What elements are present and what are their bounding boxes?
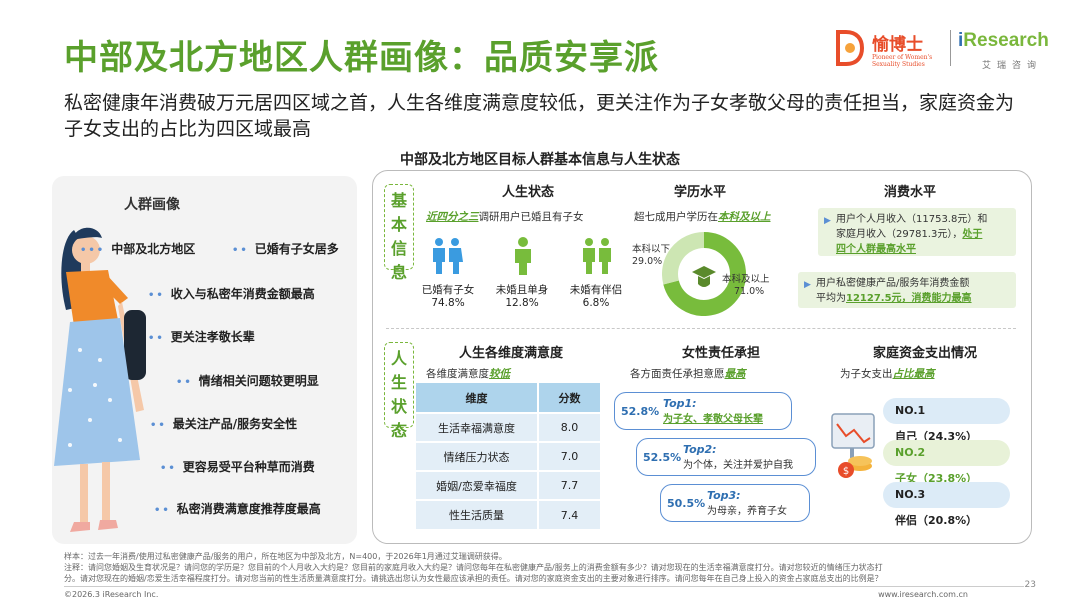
trait-5: •• 私密消费满意度推荐度最高 xyxy=(154,502,321,516)
dimension-cell: 性生活质量 xyxy=(416,499,538,529)
education-heading: 学历水平 xyxy=(673,185,726,200)
education-desc: 超七成用户学历在本科及以上 xyxy=(634,211,771,223)
footer-divider xyxy=(64,586,1024,587)
tag-married: •• 已婚有子女居多 xyxy=(232,242,339,256)
trait-4: •• 更容易受平台种草而消费 xyxy=(160,460,315,474)
section-divider xyxy=(386,328,1016,329)
trait-1: •• 更关注孝敬长辈 xyxy=(148,330,255,344)
responsibility-desc: 各方面责任承担意愿最高 xyxy=(630,368,746,380)
couple-icon xyxy=(583,238,611,274)
section-title: 中部及北方地区目标人群基本信息与人生状态 xyxy=(400,152,680,168)
page-title: 中部及北方地区人群画像：品质安享派 xyxy=(64,38,659,78)
table-row: 性生活质量 7.4 xyxy=(416,499,600,529)
yuboshi-tagline: Pioneer of Women's Sexuality Studies xyxy=(872,54,933,68)
satisfaction-table: 维度 分数 生活幸福满意度 8.0 情绪压力状态 7.0 婚姻/恋爱幸福度 7.7 性… xyxy=(416,383,600,529)
portrait-title: 人群画像 xyxy=(124,197,180,213)
table-header-row: 维度 分数 xyxy=(416,383,600,413)
family-icon xyxy=(433,238,463,274)
triangle-icon: ▶ xyxy=(824,216,831,226)
stat-married-kids: 已婚有子女 74.8% xyxy=(421,284,475,309)
dots-icon: •• xyxy=(232,245,249,256)
dots-icon: •• xyxy=(154,505,171,516)
iresearch-name: iResearch xyxy=(958,30,1049,51)
spending-box: ▶ 用户私密健康产品/服务年消费金额 平均为12127.5元，消费能力最高 xyxy=(798,272,1016,308)
header-dimension: 维度 xyxy=(416,383,538,413)
responsibility-top2: 52.5% Top2: 为个体，关注并爱护自我 xyxy=(636,438,816,476)
stat-single: 未婚且单身 12.8% xyxy=(495,284,549,309)
dimension-cell: 情绪压力状态 xyxy=(416,441,538,471)
dimension-cell: 生活幸福满意度 xyxy=(416,412,538,442)
page-number: 23 xyxy=(1024,580,1036,590)
family-fund-heading: 家庭资金支出情况 xyxy=(872,346,977,361)
responsibility-heading: 女性责任承担 xyxy=(681,346,760,361)
rank-item-3: NO.3 伴侣（20.8%） xyxy=(883,482,1010,527)
yuboshi-name: 愉博士 xyxy=(872,35,923,55)
donut-segment-below xyxy=(662,232,705,285)
header-score: 分数 xyxy=(537,383,600,413)
stat-partner: 未婚有伴侣 6.8% xyxy=(569,284,623,309)
iresearch-cn-name: 艾瑞咨询 xyxy=(982,61,1043,71)
life-status-heading: 人生状态 xyxy=(501,185,554,200)
dots-icon: •• xyxy=(160,463,177,474)
satisfaction-desc: 各维度满意度较低 xyxy=(426,368,510,380)
dots-icon: •• xyxy=(150,420,167,431)
finance-chart-icon: $ xyxy=(831,413,875,478)
dots-icon: •• xyxy=(148,290,165,301)
graduate-icon xyxy=(692,266,716,287)
dots-icon: •• xyxy=(176,377,193,388)
score-cell: 7.0 xyxy=(537,441,600,471)
table-row: 婚姻/恋爱幸福度 7.7 xyxy=(416,470,600,500)
brand-logo: 愉博士 Pioneer of Women's Sexuality Studies… xyxy=(832,24,1054,76)
responsibility-top1: 52.8% Top1: 为子女、孝敬父母长辈 xyxy=(614,392,792,430)
band-basic-info: 基本信息 xyxy=(384,184,414,282)
responsibility-top3: 50.5% Top3: 为母亲，养育子女 xyxy=(660,484,810,522)
score-cell: 7.4 xyxy=(537,499,600,529)
svg-text:$: $ xyxy=(843,466,849,477)
website-link[interactable]: www.iresearch.com.cn xyxy=(878,590,968,599)
yuboshi-logo-icon xyxy=(836,30,865,66)
family-fund-desc: 为子女支出占比最高 xyxy=(840,368,935,380)
life-status-desc: 近四分之三调研用户已婚且有子女 xyxy=(426,211,584,223)
woman-illustration xyxy=(54,227,146,532)
satisfaction-heading: 人生各维度满意度 xyxy=(458,346,563,361)
dimension-cell: 婚姻/恋爱幸福度 xyxy=(416,470,538,500)
donut-segment-above xyxy=(663,232,746,316)
page-subtitle: 私密健康年消费破万元居四区域之首，人生各维度满意度较低，更关注作为子女孝敬父母的… xyxy=(64,92,1015,140)
score-cell: 7.7 xyxy=(537,470,600,500)
trait-0: •• 收入与私密年消费金额最高 xyxy=(148,287,315,301)
rank-item-1: NO.1 自己（24.3%） xyxy=(883,398,1010,443)
single-person-icon xyxy=(515,237,531,275)
income-box: ▶ 用户个人月收入（11753.8元）和 家庭月收入（29781.3元），处于 … xyxy=(818,208,1016,256)
trait-2: •• 情绪相关问题较更明显 xyxy=(176,374,319,388)
table-row: 生活幸福满意度 8.0 xyxy=(416,412,600,442)
edu-above-label: 本科及以上 71.0% xyxy=(722,274,770,297)
table-row: 情绪压力状态 7.0 xyxy=(416,441,600,471)
info-panel xyxy=(372,170,1032,544)
score-cell: 8.0 xyxy=(537,412,600,442)
dots-icon: ••• xyxy=(80,245,106,256)
footnotes: 样本：过去一年消费/使用过私密健康产品/服务的用户，所在地区为中部及北方，N=4… xyxy=(64,552,883,583)
band-life-status: 人生状态 xyxy=(384,342,414,440)
rank-item-2: NO.2 子女（23.8%） xyxy=(883,440,1010,485)
consumption-heading: 消费水平 xyxy=(883,185,936,200)
education-donut-chart xyxy=(662,232,746,316)
edu-below-label: 本科以下 29.0% xyxy=(632,244,671,267)
triangle-icon: ▶ xyxy=(804,280,811,290)
trait-3: •• 最关注产品/服务安全性 xyxy=(150,417,298,431)
copyright: ©2026.3 iResearch Inc. xyxy=(64,590,159,599)
tag-region: ••• 中部及北方地区 xyxy=(80,242,196,256)
dots-icon: •• xyxy=(148,333,165,344)
logo-divider xyxy=(950,30,951,66)
